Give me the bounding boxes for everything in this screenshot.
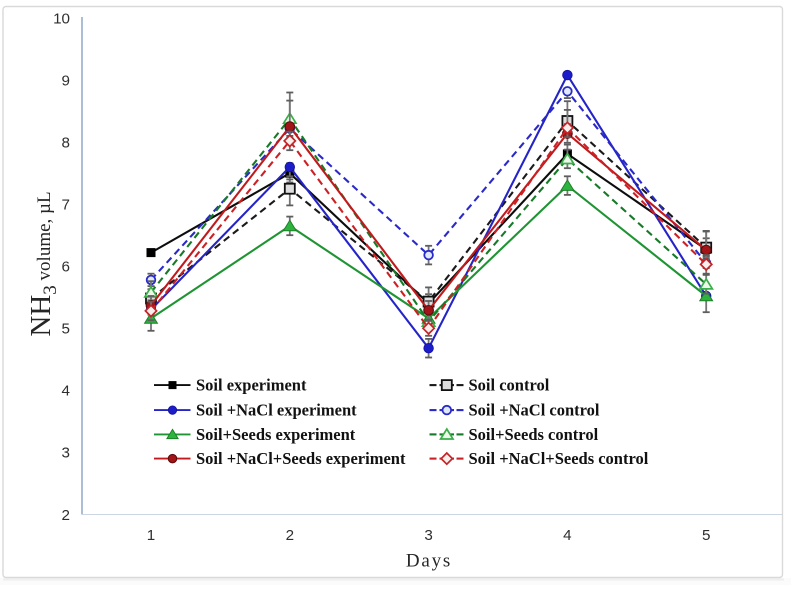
svg-text:1: 1 bbox=[147, 527, 155, 544]
svg-text:NH3 volume, µL: NH3 volume, µL bbox=[25, 191, 61, 336]
svg-text:2: 2 bbox=[286, 527, 294, 544]
svg-text:Soil +NaCl+Seeds control: Soil +NaCl+Seeds control bbox=[469, 449, 649, 468]
svg-text:Days: Days bbox=[406, 551, 452, 572]
svg-text:Soil +NaCl experiment: Soil +NaCl experiment bbox=[196, 401, 357, 420]
svg-text:10: 10 bbox=[53, 10, 70, 27]
svg-text:Soil+Seeds control: Soil+Seeds control bbox=[469, 425, 599, 444]
svg-text:Soil control: Soil control bbox=[469, 376, 550, 395]
svg-text:Soil experiment: Soil experiment bbox=[196, 376, 307, 395]
svg-text:Soil+Seeds experiment: Soil+Seeds experiment bbox=[196, 425, 356, 444]
svg-text:5: 5 bbox=[62, 321, 70, 338]
svg-text:8: 8 bbox=[62, 134, 70, 151]
svg-text:3: 3 bbox=[424, 527, 432, 544]
svg-text:9: 9 bbox=[62, 72, 70, 89]
svg-text:4: 4 bbox=[563, 527, 571, 544]
svg-text:6: 6 bbox=[62, 259, 70, 276]
svg-text:2: 2 bbox=[62, 507, 70, 524]
svg-text:Soil +NaCl+Seeds experiment: Soil +NaCl+Seeds experiment bbox=[196, 449, 406, 468]
svg-text:3: 3 bbox=[62, 445, 70, 462]
svg-text:7: 7 bbox=[62, 197, 70, 214]
svg-text:4: 4 bbox=[62, 383, 70, 400]
svg-text:5: 5 bbox=[702, 527, 710, 544]
svg-text:Soil +NaCl control: Soil +NaCl control bbox=[469, 401, 600, 420]
